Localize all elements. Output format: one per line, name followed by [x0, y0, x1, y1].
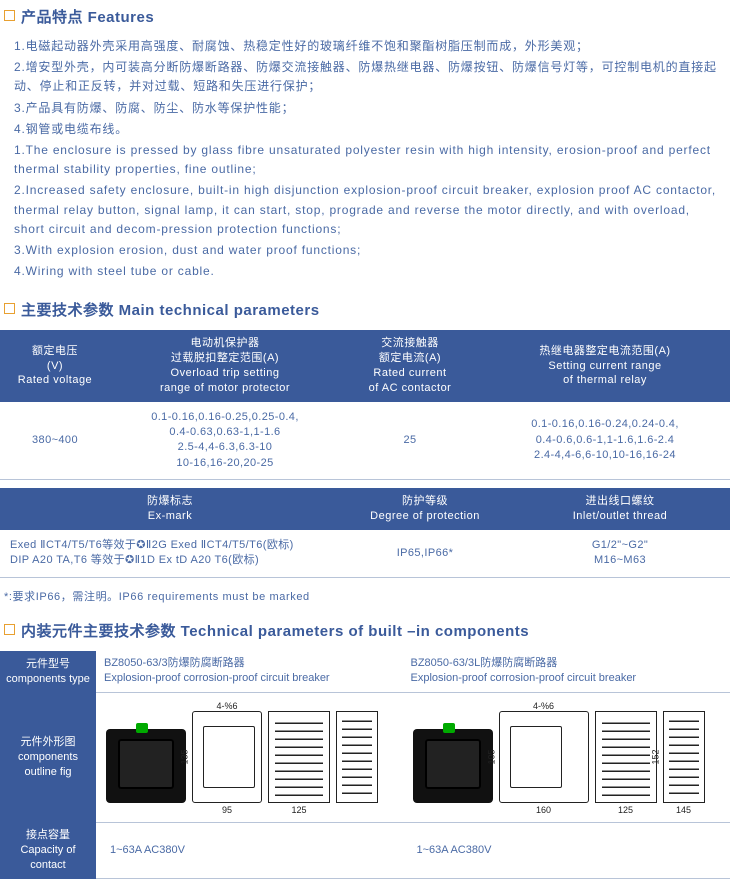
top-view-drawing: 125	[268, 711, 330, 803]
comp1-type-cn: BZ8050-63/3防爆防腐断路器	[104, 657, 245, 669]
th-protection: 防护等级Degree of protection	[340, 488, 510, 530]
th-ex-mark: 防爆标志Ex-mark	[0, 488, 340, 530]
comp1-outline: 4-%6 135 95 125	[96, 692, 403, 822]
comp2-type: BZ8050-63/3L防爆防腐断路器 Explosion-proof corr…	[403, 651, 730, 693]
ip66-note: *:要求IP66，需注明。IP66 requirements must be m…	[0, 586, 730, 614]
dim-top: 4-%6	[500, 700, 588, 712]
th-thread: 进出线口螺纹Inlet/outlet thread	[510, 488, 730, 530]
comp1-capacity: 1~63A AC380V	[96, 822, 403, 879]
dim-h: 105	[485, 750, 497, 765]
dim-w1: 160	[500, 804, 588, 816]
td-thread: G1/2"~G2"M16~M63	[510, 530, 730, 577]
comp2-type-en: Explosion-proof corrosion-proof circuit …	[411, 672, 637, 684]
breaker-photo-icon	[413, 729, 493, 803]
side-view-drawing	[336, 711, 378, 803]
section-header-features: 产品特点 Features	[0, 0, 730, 33]
breaker-photo-icon	[106, 729, 186, 803]
dim-h2: 152	[649, 750, 661, 765]
td-overload: 0.1-0.16,0.16-0.25,0.25-0.4,0.4-0.63,0.6…	[110, 402, 340, 480]
params-table-2: 防爆标志Ex-mark 防护等级Degree of protection 进出线…	[0, 488, 730, 577]
features-list: 1.电磁起动器外壳采用高强度、耐腐蚀、热稳定性好的玻璃纤维不饱和聚酯树脂压制而成…	[0, 33, 730, 293]
th-rated-voltage: 额定电压(V)Rated voltage	[0, 330, 110, 401]
td-thermal: 0.1-0.16,0.16-0.24,0.24-0.4,0.4-0.6,0.6-…	[480, 402, 730, 480]
feature-en-4: 4.Wiring with steel tube or cable.	[14, 262, 720, 281]
row-label-outline: 元件外形图componentsoutline fig	[0, 692, 96, 822]
comp2-capacity: 1~63A AC380V	[403, 822, 730, 879]
comp1-type-en: Explosion-proof corrosion-proof circuit …	[104, 672, 330, 684]
dim-top: 4-%6	[193, 700, 261, 712]
td-ex-mark: Exed ⅡCT4/T5/T6等效于✪Ⅱ2G Exed ⅡCT4/T5/T6(欧…	[0, 530, 340, 577]
feature-en-2: 2.Increased safety enclosure, built-in h…	[14, 181, 720, 239]
section-header-params: 主要技术参数 Main technical parameters	[0, 293, 730, 326]
front-view-drawing: 4-%6 135 95	[192, 711, 262, 803]
dim-w1: 95	[193, 804, 261, 816]
feature-cn-2: 2.增安型外壳，内可装高分断防爆断路器、防爆交流接触器、防爆热继电器、防爆按钮、…	[14, 58, 720, 96]
section-header-builtin: 内装元件主要技术参数 Technical parameters of built…	[0, 614, 730, 647]
th-thermal-relay: 热继电器整定电流范围(A)Setting current rangeof the…	[480, 330, 730, 401]
td-contactor: 25	[340, 402, 480, 480]
front-view-drawing: 4-%6 105 160	[499, 711, 589, 803]
feature-en-3: 3.With explosion erosion, dust and water…	[14, 241, 720, 260]
td-protection: IP65,IP66*	[340, 530, 510, 577]
row-label-type: 元件型号components type	[0, 651, 96, 693]
side-view-drawing: 152 145	[663, 711, 705, 803]
th-overload-trip: 电动机保护器过载脱扣整定范围(A)Overload trip settingra…	[110, 330, 340, 401]
th-ac-contactor: 交流接触器额定电流(A)Rated currentof AC contactor	[340, 330, 480, 401]
row-label-capacity: 接点容量Capacity of contact	[0, 822, 96, 879]
dim-h: 135	[178, 750, 190, 765]
params-table-1: 额定电压(V)Rated voltage 电动机保护器过载脱扣整定范围(A)Ov…	[0, 330, 730, 480]
feature-cn-4: 4.钢管或电缆布线。	[14, 120, 720, 139]
comp2-outline: 4-%6 105 160 125 152 145	[403, 692, 730, 822]
dim-w2: 125	[269, 804, 329, 816]
dim-w3: 145	[664, 804, 704, 816]
dim-w2: 125	[596, 804, 656, 816]
comp1-type: BZ8050-63/3防爆防腐断路器 Explosion-proof corro…	[96, 651, 403, 693]
comp2-type-cn: BZ8050-63/3L防爆防腐断路器	[411, 657, 558, 669]
feature-cn-1: 1.电磁起动器外壳采用高强度、耐腐蚀、热稳定性好的玻璃纤维不饱和聚酯树脂压制而成…	[14, 37, 720, 56]
feature-cn-3: 3.产品具有防爆、防腐、防尘、防水等保护性能；	[14, 99, 720, 118]
td-voltage: 380~400	[0, 402, 110, 480]
feature-en-1: 1.The enclosure is pressed by glass fibr…	[14, 141, 720, 179]
top-view-drawing: 125	[595, 711, 657, 803]
